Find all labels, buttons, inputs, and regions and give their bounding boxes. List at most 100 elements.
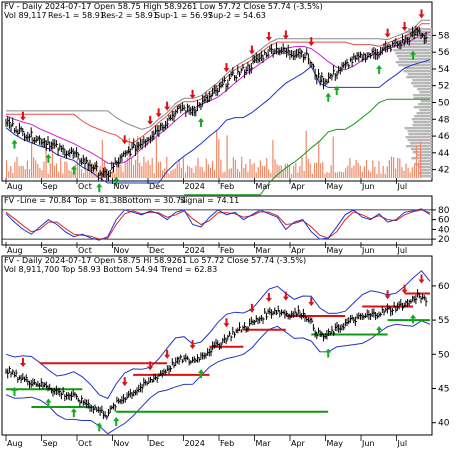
volume-bar xyxy=(313,162,316,178)
volume-bar xyxy=(66,162,68,178)
profile-bar xyxy=(417,88,432,91)
y-tick-label: 50 xyxy=(438,350,450,360)
volume-bar xyxy=(193,172,195,178)
volume-bar xyxy=(357,162,359,178)
buy-arrow xyxy=(11,139,18,149)
month-label: Jul xyxy=(397,439,408,448)
volume-bar xyxy=(214,169,216,178)
volume-bar xyxy=(132,165,135,178)
buy-arrow xyxy=(45,153,52,163)
profile-bar xyxy=(420,100,432,103)
panel1-sup2: Sup-2 = 54.63 xyxy=(208,11,266,20)
volume-bar xyxy=(176,163,178,178)
volume-bar xyxy=(282,169,284,178)
panel2-signal: Signal = 74.11 xyxy=(180,196,239,205)
volume-bar xyxy=(10,165,12,178)
month-label: Sep xyxy=(43,246,58,255)
sell-arrow xyxy=(19,111,26,121)
sell-arrow xyxy=(189,89,196,99)
volume-bar xyxy=(293,165,295,178)
volume-bar xyxy=(393,157,395,178)
volume-bar xyxy=(180,167,182,178)
volume-bar xyxy=(380,173,382,178)
volume-bar xyxy=(376,174,378,178)
profile-bar xyxy=(403,70,432,73)
volume-bar xyxy=(249,159,251,178)
profile-bar xyxy=(400,40,432,43)
month-labels: Aug Aug Aug Sep Sep Sep Oct Oct Oct Nov Nov Nov Dec D… xyxy=(5,178,408,448)
sell-arrow xyxy=(248,45,255,55)
moving-average-line xyxy=(5,31,431,165)
sell-arrow xyxy=(147,115,154,125)
volume-bar xyxy=(359,165,361,178)
volume-bar xyxy=(207,164,209,178)
month-label: Jul xyxy=(397,182,408,191)
volume-bar xyxy=(178,159,180,178)
volume-bar xyxy=(68,169,70,178)
profile-bar xyxy=(405,31,432,34)
volume-bar xyxy=(51,144,53,178)
volume-bar xyxy=(386,166,388,178)
y-tick-label: 60 xyxy=(438,282,450,292)
profile-bar xyxy=(416,112,432,115)
month-label: 2024 xyxy=(185,182,205,191)
panel3-title: FV - Daily 2024-07-17 Open 58.75 Hi 58.9… xyxy=(4,256,306,265)
volume-bar xyxy=(199,166,201,178)
volume-bar xyxy=(41,170,43,178)
buy-arrow xyxy=(410,50,417,60)
volume-bar xyxy=(409,172,411,178)
volume-bar xyxy=(205,158,207,178)
profile-bar xyxy=(406,34,432,37)
volume-bar xyxy=(245,164,247,178)
profile-bar xyxy=(413,97,432,100)
profile-bar xyxy=(418,103,432,106)
volume-bar xyxy=(334,172,336,178)
profile-bar xyxy=(413,94,432,97)
month-label: Jun xyxy=(361,182,375,191)
volume-bar xyxy=(332,136,334,178)
volume-bar xyxy=(222,172,224,178)
profile-bar xyxy=(398,64,432,67)
volume-bar xyxy=(370,172,372,178)
volume-bar xyxy=(264,166,266,178)
y-tick-label: 55 xyxy=(438,316,449,326)
month-label: May xyxy=(327,182,344,191)
sell-arrow xyxy=(384,290,391,300)
profile-bar xyxy=(418,166,432,169)
volume-bar xyxy=(220,159,222,178)
sell-arrow xyxy=(282,291,289,301)
buy-arrow xyxy=(96,422,103,432)
panel2-bottom: Bottom = 30.74 xyxy=(122,196,186,205)
volume-bar xyxy=(322,161,324,178)
sell-arrow xyxy=(147,361,154,371)
volume-bar xyxy=(37,164,39,178)
volume-bar xyxy=(103,161,105,178)
volume-bar xyxy=(16,156,18,178)
volume-bar xyxy=(318,140,320,178)
volume-bar xyxy=(60,157,62,178)
y-tick-label: 45 xyxy=(438,385,449,395)
volume-profile xyxy=(393,28,432,178)
buy-arrow xyxy=(70,408,77,418)
profile-bar xyxy=(416,154,432,157)
volume-bar xyxy=(266,158,268,178)
y-tick-label: 50 xyxy=(438,99,450,109)
volume-bar xyxy=(295,162,297,178)
profile-bar xyxy=(420,175,432,178)
volume-bar xyxy=(74,164,76,178)
month-label: Aug xyxy=(7,439,23,448)
buy-arrow xyxy=(333,86,340,95)
buy-arrow xyxy=(113,176,120,186)
sell-arrow xyxy=(401,284,408,294)
volume-bar xyxy=(85,169,87,178)
volume-bar xyxy=(420,141,422,178)
volume-bar xyxy=(243,168,245,178)
profile-bar xyxy=(398,43,432,46)
month-label: Mar xyxy=(256,246,272,255)
volume-bar xyxy=(374,166,376,178)
profile-bar xyxy=(411,148,432,151)
volume-bar xyxy=(55,163,58,178)
y-tick-label: 20 xyxy=(438,235,450,245)
volume-bar xyxy=(145,162,147,178)
volume-bar xyxy=(276,164,278,178)
